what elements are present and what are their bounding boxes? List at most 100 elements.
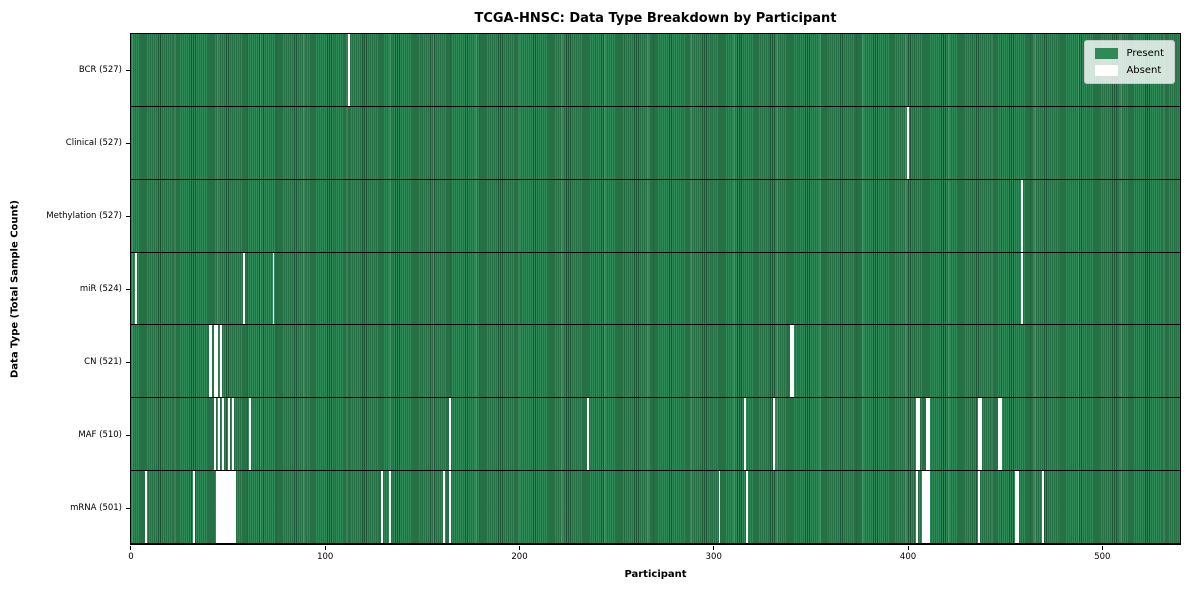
absent-bar bbox=[916, 398, 919, 471]
absent-bar bbox=[922, 471, 925, 544]
y-tick-mark bbox=[126, 69, 130, 71]
x-tick-mark bbox=[713, 546, 715, 550]
absent-bar bbox=[743, 398, 746, 471]
absent-bar bbox=[1021, 252, 1023, 325]
absent-bar bbox=[214, 325, 217, 398]
absent-bar bbox=[448, 471, 451, 544]
absent-bar bbox=[916, 471, 919, 544]
x-tick-label: 400 bbox=[899, 552, 917, 562]
x-tick-label: 100 bbox=[317, 552, 334, 562]
absent-bar bbox=[224, 471, 226, 544]
heatmap-row-MAF bbox=[131, 398, 1180, 472]
absent-bar bbox=[214, 398, 217, 471]
absent-bar bbox=[978, 471, 981, 544]
y-tick-mark bbox=[126, 289, 130, 290]
present-swatch-icon bbox=[1095, 48, 1119, 59]
absent-bar bbox=[924, 471, 926, 544]
absent-bar bbox=[1042, 471, 1045, 544]
y-tick-label: Clinical (527) bbox=[65, 137, 122, 148]
y-tick-mark bbox=[126, 142, 130, 144]
absent-bar bbox=[927, 398, 930, 471]
x-tick-label: 200 bbox=[511, 552, 528, 562]
x-tick-mark bbox=[324, 546, 326, 550]
y-tick-label: CN (521) bbox=[84, 357, 122, 368]
heatmap-row-CN bbox=[131, 325, 1180, 399]
absent-bar bbox=[448, 398, 451, 471]
y-tick-label: MAF (510) bbox=[78, 430, 122, 441]
absent-bar bbox=[586, 398, 589, 471]
absent-bar bbox=[1021, 179, 1023, 252]
absent-bar bbox=[272, 252, 275, 325]
absent-bar bbox=[388, 471, 391, 544]
absent-bar bbox=[718, 471, 721, 544]
y-tick-mark bbox=[126, 435, 130, 437]
absent-bar bbox=[790, 325, 793, 398]
legend-label-absent: Absent bbox=[1126, 65, 1162, 76]
chart-title: TCGA-HNSC: Data Type Breakdown by Partic… bbox=[474, 11, 837, 26]
legend: Present Absent bbox=[1084, 40, 1175, 84]
absent-bar bbox=[216, 471, 219, 544]
absent-bar bbox=[925, 471, 928, 544]
absent-bar bbox=[144, 471, 147, 544]
absent-bar bbox=[980, 398, 983, 471]
absent-bar bbox=[218, 471, 221, 544]
absent-bar bbox=[229, 471, 232, 544]
absent-bar bbox=[906, 106, 909, 179]
absent-bar bbox=[216, 325, 219, 398]
x-tick-mark bbox=[130, 546, 132, 550]
absent-bar bbox=[745, 471, 748, 544]
absent-bar bbox=[222, 471, 225, 544]
plot-area: Present Absent bbox=[130, 33, 1181, 545]
absent-bar bbox=[222, 398, 225, 471]
absent-bar bbox=[208, 325, 211, 398]
x-tick-label: 300 bbox=[705, 552, 722, 562]
x-tick-label: 0 bbox=[128, 552, 134, 562]
heatmap-row-BCR bbox=[131, 34, 1180, 107]
absent-bar bbox=[226, 471, 228, 544]
y-tick-label: miR (524) bbox=[79, 284, 122, 294]
absent-bar bbox=[134, 252, 137, 325]
absent-bar bbox=[210, 325, 213, 398]
absent-bar bbox=[1015, 471, 1018, 544]
absent-bar bbox=[348, 34, 351, 106]
heatmap-row-Clinical bbox=[131, 106, 1180, 180]
y-tick-label: BCR (527) bbox=[78, 64, 122, 75]
absent-bar bbox=[927, 471, 930, 544]
absent-bar bbox=[220, 325, 223, 398]
absent-bar bbox=[227, 471, 230, 544]
legend-item-present: Present bbox=[1095, 48, 1164, 59]
absent-bar bbox=[443, 471, 446, 544]
absent-swatch-icon bbox=[1095, 65, 1119, 76]
heatmap-row-Methylation bbox=[131, 179, 1180, 253]
absent-bar bbox=[1017, 471, 1020, 544]
y-tick-mark bbox=[126, 508, 130, 510]
absent-bar bbox=[999, 398, 1002, 471]
x-tick-mark bbox=[519, 546, 520, 550]
y-tick-label: mRNA (501) bbox=[70, 503, 122, 514]
legend-label-present: Present bbox=[1126, 48, 1164, 59]
legend-item-absent: Absent bbox=[1095, 65, 1164, 76]
absent-bar bbox=[218, 398, 221, 471]
x-tick-mark bbox=[907, 546, 909, 550]
absent-bar bbox=[231, 398, 234, 471]
absent-bar bbox=[918, 398, 921, 471]
absent-bar bbox=[220, 471, 223, 544]
absent-bar bbox=[231, 471, 234, 544]
absent-bar bbox=[997, 398, 1000, 471]
y-tick-mark bbox=[126, 215, 130, 217]
y-tick-label: Methylation (527) bbox=[46, 210, 122, 221]
absent-bar bbox=[925, 398, 928, 471]
absent-bar bbox=[772, 398, 775, 471]
absent-bar bbox=[381, 471, 384, 544]
absent-bar bbox=[233, 471, 236, 544]
heatmap-row-mRNA bbox=[131, 471, 1180, 545]
absent-bar bbox=[792, 325, 795, 398]
absent-bar bbox=[978, 398, 981, 471]
absent-bar bbox=[193, 471, 195, 544]
heatmap-row-miR bbox=[131, 252, 1180, 326]
absent-bar bbox=[227, 398, 230, 471]
x-tick-mark bbox=[1101, 546, 1103, 550]
absent-bar bbox=[243, 252, 246, 325]
absent-bar bbox=[249, 398, 252, 471]
